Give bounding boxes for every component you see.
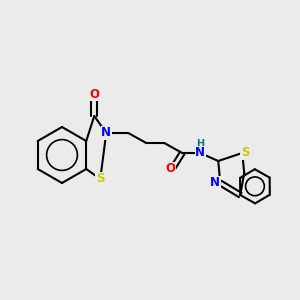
Text: N: N xyxy=(210,176,220,190)
Text: N: N xyxy=(195,146,205,160)
Text: O: O xyxy=(89,88,99,100)
Text: S: S xyxy=(241,146,250,160)
Text: N: N xyxy=(101,127,111,140)
Text: S: S xyxy=(96,172,104,185)
Text: H: H xyxy=(196,139,204,149)
Text: O: O xyxy=(165,163,175,176)
